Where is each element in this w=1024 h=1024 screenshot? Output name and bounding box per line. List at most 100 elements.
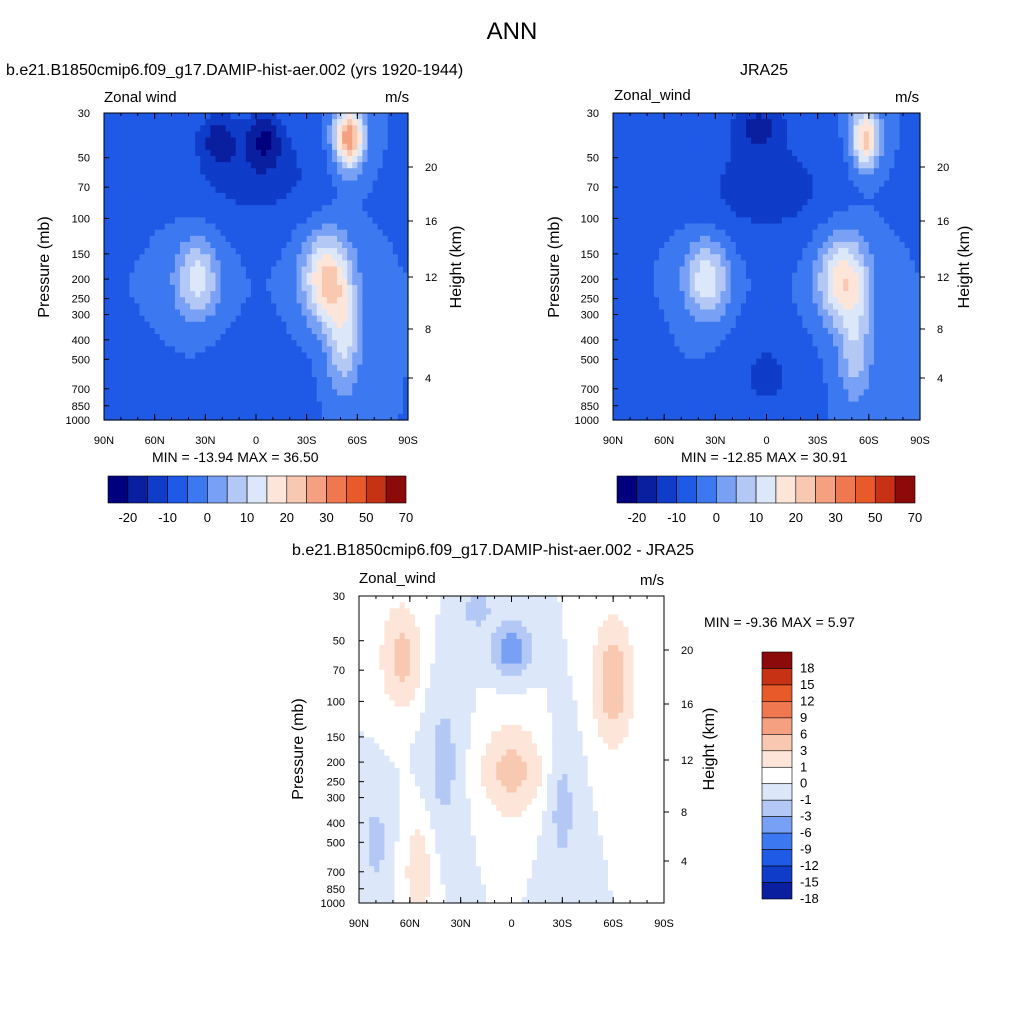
heatmap-cell bbox=[689, 303, 696, 311]
heatmap-cell bbox=[689, 407, 696, 415]
heatmap-cell bbox=[659, 334, 665, 341]
heatmap-cell bbox=[689, 168, 696, 175]
heatmap-cell bbox=[225, 358, 232, 366]
heatmap-cell bbox=[144, 241, 151, 249]
heatmap-cell bbox=[679, 174, 686, 182]
heatmap-cell bbox=[623, 278, 629, 286]
heatmap-cell bbox=[705, 174, 711, 182]
heatmap-cell bbox=[134, 291, 141, 298]
heatmap-cell bbox=[387, 284, 394, 292]
heatmap-cell bbox=[144, 334, 151, 341]
heatmap-cell bbox=[326, 401, 333, 409]
heatmap-cell bbox=[124, 180, 130, 188]
heatmap-cell bbox=[725, 186, 732, 194]
heatmap-cell bbox=[321, 186, 328, 194]
heatmap-cell bbox=[256, 254, 262, 261]
heatmap-cell bbox=[628, 377, 635, 384]
heatmap-cell bbox=[674, 180, 681, 188]
heatmap-cell bbox=[109, 113, 115, 120]
heatmap-cell bbox=[276, 143, 282, 151]
heatmap-cell bbox=[281, 284, 287, 292]
heatmap-cell bbox=[730, 149, 737, 157]
heatmap-cell bbox=[154, 137, 161, 145]
heatmap-cell bbox=[781, 125, 788, 133]
heatmap-cell bbox=[367, 180, 374, 188]
heatmap-cell bbox=[725, 211, 732, 218]
heatmap-cell bbox=[684, 413, 691, 421]
heatmap-cell bbox=[362, 266, 369, 274]
heatmap-cell bbox=[699, 297, 706, 304]
heatmap-cell bbox=[618, 284, 624, 292]
heatmap-cell bbox=[276, 223, 282, 231]
heatmap-cell bbox=[613, 162, 619, 169]
heatmap-cell bbox=[771, 383, 778, 390]
heatmap-cell bbox=[109, 389, 115, 397]
heatmap-cell bbox=[256, 272, 262, 280]
heatmap-cell bbox=[159, 370, 166, 378]
heatmap-cell bbox=[311, 309, 318, 317]
heatmap-cell bbox=[337, 401, 343, 409]
heatmap-cell bbox=[669, 235, 675, 243]
heatmap-cell bbox=[638, 180, 645, 188]
heatmap-cell bbox=[766, 260, 773, 268]
heatmap-cell bbox=[205, 235, 211, 243]
heatmap-cell bbox=[715, 413, 722, 421]
heatmap-cell bbox=[286, 137, 293, 145]
heatmap-cell bbox=[751, 413, 757, 421]
heatmap-cell bbox=[694, 278, 701, 286]
heatmap-cell bbox=[377, 119, 384, 126]
heatmap-cell bbox=[633, 229, 640, 237]
heatmap-cell bbox=[235, 186, 242, 194]
heatmap-cell bbox=[613, 340, 619, 347]
heatmap-cell bbox=[185, 377, 191, 384]
heatmap-cell bbox=[316, 291, 323, 298]
heatmap-cell bbox=[730, 321, 737, 329]
heatmap-cell bbox=[215, 364, 222, 372]
heatmap-cell bbox=[276, 162, 282, 169]
heatmap-cell bbox=[771, 352, 778, 360]
heatmap-cell bbox=[377, 352, 384, 360]
heatmap-cell bbox=[715, 235, 722, 243]
heatmap-cell bbox=[316, 198, 323, 206]
heatmap-cell bbox=[689, 192, 696, 200]
heatmap-cell bbox=[256, 407, 262, 415]
heatmap-cell bbox=[281, 297, 287, 304]
heatmap-cell bbox=[756, 235, 762, 243]
heatmap-cell bbox=[771, 235, 778, 243]
heatmap-cell bbox=[725, 303, 732, 311]
heatmap-cell bbox=[159, 309, 166, 317]
heatmap-cell bbox=[250, 174, 257, 182]
heatmap-cell bbox=[740, 340, 747, 347]
heatmap-cell bbox=[164, 113, 171, 120]
heatmap-cell bbox=[185, 254, 191, 261]
heatmap-cell bbox=[766, 168, 773, 175]
heatmap-cell bbox=[316, 168, 323, 175]
heatmap-cell bbox=[271, 352, 277, 360]
heatmap-cell bbox=[250, 168, 257, 175]
heatmap-cell bbox=[124, 119, 130, 126]
heatmap-cell bbox=[674, 143, 681, 151]
heatmap-cell bbox=[377, 162, 384, 169]
heatmap-cell bbox=[134, 327, 141, 335]
heatmap-cell bbox=[144, 297, 151, 304]
heatmap-cell bbox=[638, 211, 645, 218]
heatmap-cell bbox=[679, 235, 686, 243]
heatmap-cell bbox=[271, 315, 277, 323]
heatmap-cell bbox=[342, 321, 348, 329]
heatmap-cell bbox=[332, 266, 338, 274]
heatmap-cell bbox=[669, 254, 675, 261]
heatmap-cell bbox=[756, 334, 762, 341]
heatmap-cell bbox=[316, 321, 323, 329]
heatmap-cell bbox=[149, 321, 156, 329]
heatmap-cell bbox=[347, 131, 353, 139]
heatmap-cell bbox=[633, 211, 640, 218]
heatmap-cell bbox=[332, 383, 338, 390]
y-tick-label: 500 bbox=[72, 354, 90, 366]
heatmap-cell bbox=[250, 291, 257, 298]
heatmap-cell bbox=[321, 278, 328, 286]
heatmap-cell bbox=[679, 321, 686, 329]
heatmap-cell bbox=[730, 334, 737, 341]
heatmap-cell bbox=[210, 327, 217, 335]
heatmap-cell bbox=[352, 340, 358, 347]
heatmap-cell bbox=[210, 346, 217, 354]
